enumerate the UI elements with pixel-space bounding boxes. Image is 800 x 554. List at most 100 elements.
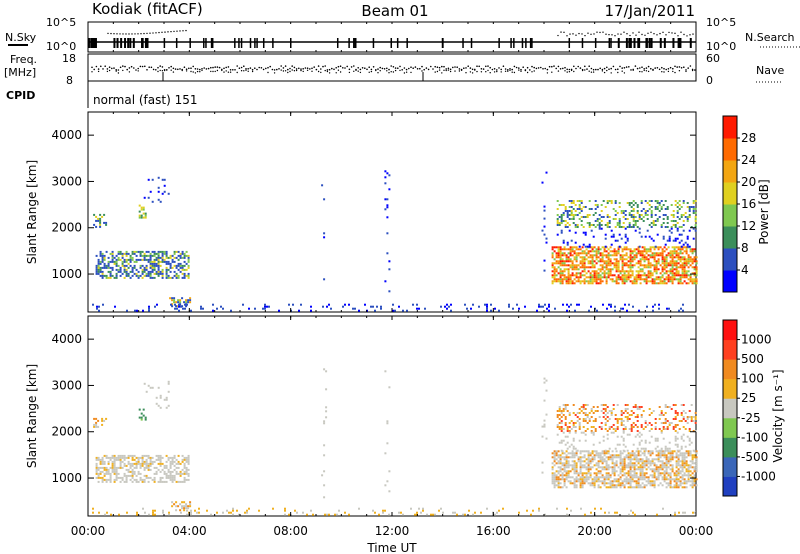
echo-cell <box>569 464 572 467</box>
echo-cell <box>657 260 660 263</box>
echo-cell <box>643 274 646 277</box>
echo-cell <box>103 274 106 277</box>
echo-cell <box>545 413 548 416</box>
echo-cell <box>565 476 568 479</box>
echo-cell <box>571 250 574 253</box>
echo-cell <box>416 303 418 306</box>
echo-cell <box>107 262 110 265</box>
echo-cell <box>635 482 638 485</box>
echo-cell <box>133 250 136 253</box>
echo-cell <box>660 206 663 208</box>
nave-dot <box>507 70 509 72</box>
echo-cell <box>669 468 672 471</box>
echo-cell <box>583 478 586 481</box>
echo-cell <box>386 206 389 209</box>
freq-dot <box>267 66 269 69</box>
echo-cell <box>686 243 689 246</box>
nave-dot <box>551 71 553 73</box>
echo-cell <box>664 214 667 216</box>
echo-cell <box>567 268 570 271</box>
echo-cell <box>620 210 623 212</box>
echo-cell <box>323 368 326 371</box>
echo-cell <box>606 216 609 218</box>
nsearch-dot <box>692 33 694 35</box>
echo-cell <box>176 307 178 310</box>
echo-cell <box>115 258 118 261</box>
freq-dot <box>210 66 212 69</box>
echo-cell <box>682 410 685 412</box>
echo-cell <box>147 384 150 387</box>
freq-dot <box>350 66 353 68</box>
echo-cell <box>649 280 652 283</box>
nave-dot <box>403 72 406 74</box>
nave-dot <box>108 69 111 72</box>
echo-cell <box>579 248 582 251</box>
echo-cell <box>155 470 158 473</box>
echo-cell <box>658 428 661 430</box>
echo-cell <box>623 464 626 467</box>
echo-cell <box>597 454 600 457</box>
echo-cell <box>119 454 122 457</box>
freq-dot <box>518 67 520 69</box>
echo-cell <box>579 470 582 473</box>
echo-cell <box>145 460 148 463</box>
echo-cell <box>644 422 647 424</box>
echo-cell <box>661 270 664 273</box>
echo-cell <box>688 229 691 232</box>
echo-cell <box>563 274 566 277</box>
echo-cell <box>675 462 678 465</box>
echo-cell <box>661 466 664 469</box>
echo-cell <box>99 260 102 263</box>
echo-cell <box>138 204 141 207</box>
echo-cell <box>631 478 634 481</box>
echo-cell <box>131 480 134 483</box>
echo-cell <box>675 466 678 469</box>
echo-cell <box>171 470 174 473</box>
echo-cell <box>608 447 611 450</box>
echo-cell <box>185 472 188 475</box>
echo-cell <box>604 418 607 420</box>
echo-cell <box>551 482 554 485</box>
echo-cell <box>685 468 688 471</box>
echo-cell <box>607 450 610 453</box>
echo-cell <box>111 268 114 271</box>
echo-cell <box>599 258 602 261</box>
freq-dot <box>645 67 648 69</box>
echo-cell <box>157 386 160 389</box>
freq-dot <box>526 66 529 69</box>
echo-cell <box>582 420 585 422</box>
echo-cell <box>653 484 656 487</box>
echo-cell <box>671 458 674 461</box>
echo-cell <box>145 390 148 393</box>
echo-cell <box>587 256 590 259</box>
echo-cell <box>97 419 100 422</box>
echo-cell <box>689 260 692 263</box>
echo-cell <box>161 462 164 465</box>
echo-cell <box>599 260 602 263</box>
echo-cell <box>570 214 573 216</box>
nsearch-dot <box>578 32 580 35</box>
echo-cell <box>588 226 591 228</box>
echo-cell <box>677 266 680 269</box>
echo-cell <box>564 424 567 426</box>
echo-cell <box>669 254 672 257</box>
echo-cell <box>636 204 639 206</box>
echo-cell <box>560 420 563 422</box>
colorbar-segment <box>723 138 737 161</box>
echo-cell <box>680 239 683 242</box>
nave-dot <box>353 70 355 73</box>
echo-cell <box>125 474 128 477</box>
freq-dot <box>634 65 637 67</box>
echo-cell <box>559 270 562 273</box>
echo-cell <box>579 472 582 475</box>
echo-cell <box>95 470 98 473</box>
echo-cell <box>676 412 679 414</box>
freq-dot <box>177 68 179 71</box>
echo-cell <box>581 456 584 459</box>
nsearch-dot <box>149 32 151 34</box>
freq-dot <box>614 68 617 71</box>
echo-cell <box>609 486 612 489</box>
echo-cell <box>141 478 144 481</box>
echo-cell <box>573 266 576 269</box>
echo-cell <box>151 462 154 465</box>
